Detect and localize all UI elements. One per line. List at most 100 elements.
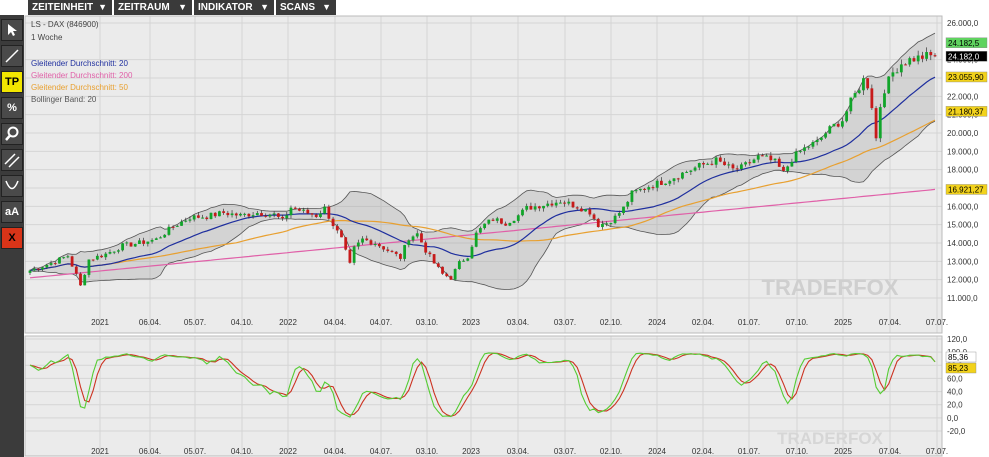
menu-label: INDIKATOR xyxy=(198,2,253,13)
candle-body xyxy=(870,88,874,109)
price-axis-tick: 13.000,0 xyxy=(947,257,979,266)
ma200-line xyxy=(29,188,936,279)
delete-tool[interactable]: X xyxy=(1,227,23,249)
candle-body xyxy=(651,187,655,189)
arc-tool[interactable] xyxy=(1,175,23,197)
candle-body xyxy=(340,230,343,238)
candle-body xyxy=(104,253,108,258)
oscillator-x-axis-tick: 06.04. xyxy=(139,447,161,456)
price-axis-area xyxy=(942,16,989,333)
x-axis-tick: 2024 xyxy=(648,318,666,327)
candle-body xyxy=(281,216,284,219)
oscillator-value-label: 85,36 xyxy=(948,353,969,362)
candle-body xyxy=(58,257,61,264)
candle-body xyxy=(693,167,697,171)
candle-body xyxy=(584,209,588,212)
candle-body xyxy=(500,218,503,224)
candle-body xyxy=(167,226,171,235)
candle-body xyxy=(668,181,672,184)
x-axis-tick: 06.04. xyxy=(139,318,161,327)
menu-zeitraum[interactable]: ZEITRAUM ▼ xyxy=(114,0,192,15)
candle-body xyxy=(575,207,579,209)
candle-body xyxy=(133,244,137,247)
zoom-tool[interactable] xyxy=(1,123,23,145)
candle-body xyxy=(659,180,663,185)
candle-body xyxy=(845,111,849,122)
candle-body xyxy=(828,126,832,134)
line-tool[interactable] xyxy=(1,45,23,67)
candle-body xyxy=(403,245,407,259)
candle-body xyxy=(613,215,617,224)
candle-body xyxy=(239,213,242,216)
candle-body xyxy=(676,178,680,180)
candle-body xyxy=(74,266,78,274)
candle-body xyxy=(184,220,188,222)
candle-body xyxy=(205,217,209,220)
percent-tool[interactable]: % xyxy=(1,97,23,119)
x-axis-tick: 2022 xyxy=(279,318,297,327)
candle-body xyxy=(41,267,45,270)
candle-body xyxy=(356,242,360,247)
x-axis-tick: 01.07. xyxy=(738,318,760,327)
text-tool[interactable]: aA xyxy=(1,201,23,223)
candle-body xyxy=(365,238,369,241)
candle-body xyxy=(588,209,592,215)
candle-body xyxy=(617,213,621,216)
price-axis-tick: 11.000,0 xyxy=(947,294,978,303)
candle-body xyxy=(310,213,314,215)
candle-body xyxy=(933,55,937,57)
candle-body xyxy=(432,254,436,264)
candle-body xyxy=(45,264,49,268)
menu-scans[interactable]: SCANS ▼ xyxy=(276,0,336,15)
tp-tool[interactable]: TP xyxy=(1,71,23,93)
x-axis-tick: 03.04. xyxy=(507,318,529,327)
pointer-tool[interactable] xyxy=(1,19,23,41)
channel-tool[interactable] xyxy=(1,149,23,171)
oscillator-x-axis-tick: 04.04. xyxy=(324,447,346,456)
candle-body xyxy=(824,133,827,138)
chevron-down-icon: ▼ xyxy=(322,2,331,12)
candle-body xyxy=(563,202,566,204)
candle-body xyxy=(399,253,402,259)
candle-body xyxy=(386,249,390,251)
last-value-tag xyxy=(945,106,988,117)
candle-body xyxy=(159,237,162,239)
candle-body xyxy=(297,208,301,211)
candle-body xyxy=(638,188,642,191)
candle-body xyxy=(247,213,251,217)
candle-body xyxy=(495,218,499,221)
line-icon xyxy=(5,49,19,63)
x-axis-tick: 04.07. xyxy=(370,318,392,327)
candle-body xyxy=(255,213,259,216)
oscillator-value-tag xyxy=(945,362,977,374)
candle-body xyxy=(895,72,899,74)
candle-body xyxy=(840,121,844,127)
candle-body xyxy=(28,270,32,273)
candle-body xyxy=(121,243,125,251)
candle-body xyxy=(819,137,823,140)
price-axis-tick: 20.000,0 xyxy=(947,129,979,138)
candle-body xyxy=(180,221,183,226)
candle-body xyxy=(689,170,693,172)
candle-body xyxy=(832,123,836,127)
candle-body xyxy=(138,240,141,245)
candle-body xyxy=(718,157,722,162)
menu-zeiteinheit[interactable]: ZEITEINHEIT ▼ xyxy=(28,0,112,15)
candle-body xyxy=(146,241,150,244)
candle-body xyxy=(702,163,705,165)
menu-indikator[interactable]: INDIKATOR ▼ xyxy=(194,0,274,15)
candle-body xyxy=(348,249,352,263)
candle-body xyxy=(685,171,689,173)
candle-body xyxy=(163,234,167,238)
candle-body xyxy=(142,240,146,244)
menu-label: ZEITRAUM xyxy=(118,2,170,13)
x-axis-tick: 07.10. xyxy=(786,318,808,327)
candle-body xyxy=(836,123,840,127)
text-tool-label: aA xyxy=(4,206,20,218)
candle-body xyxy=(83,274,87,286)
candle-body xyxy=(596,218,600,228)
candle-body xyxy=(91,259,95,261)
candle-body xyxy=(529,205,533,210)
candle-body xyxy=(268,214,272,217)
